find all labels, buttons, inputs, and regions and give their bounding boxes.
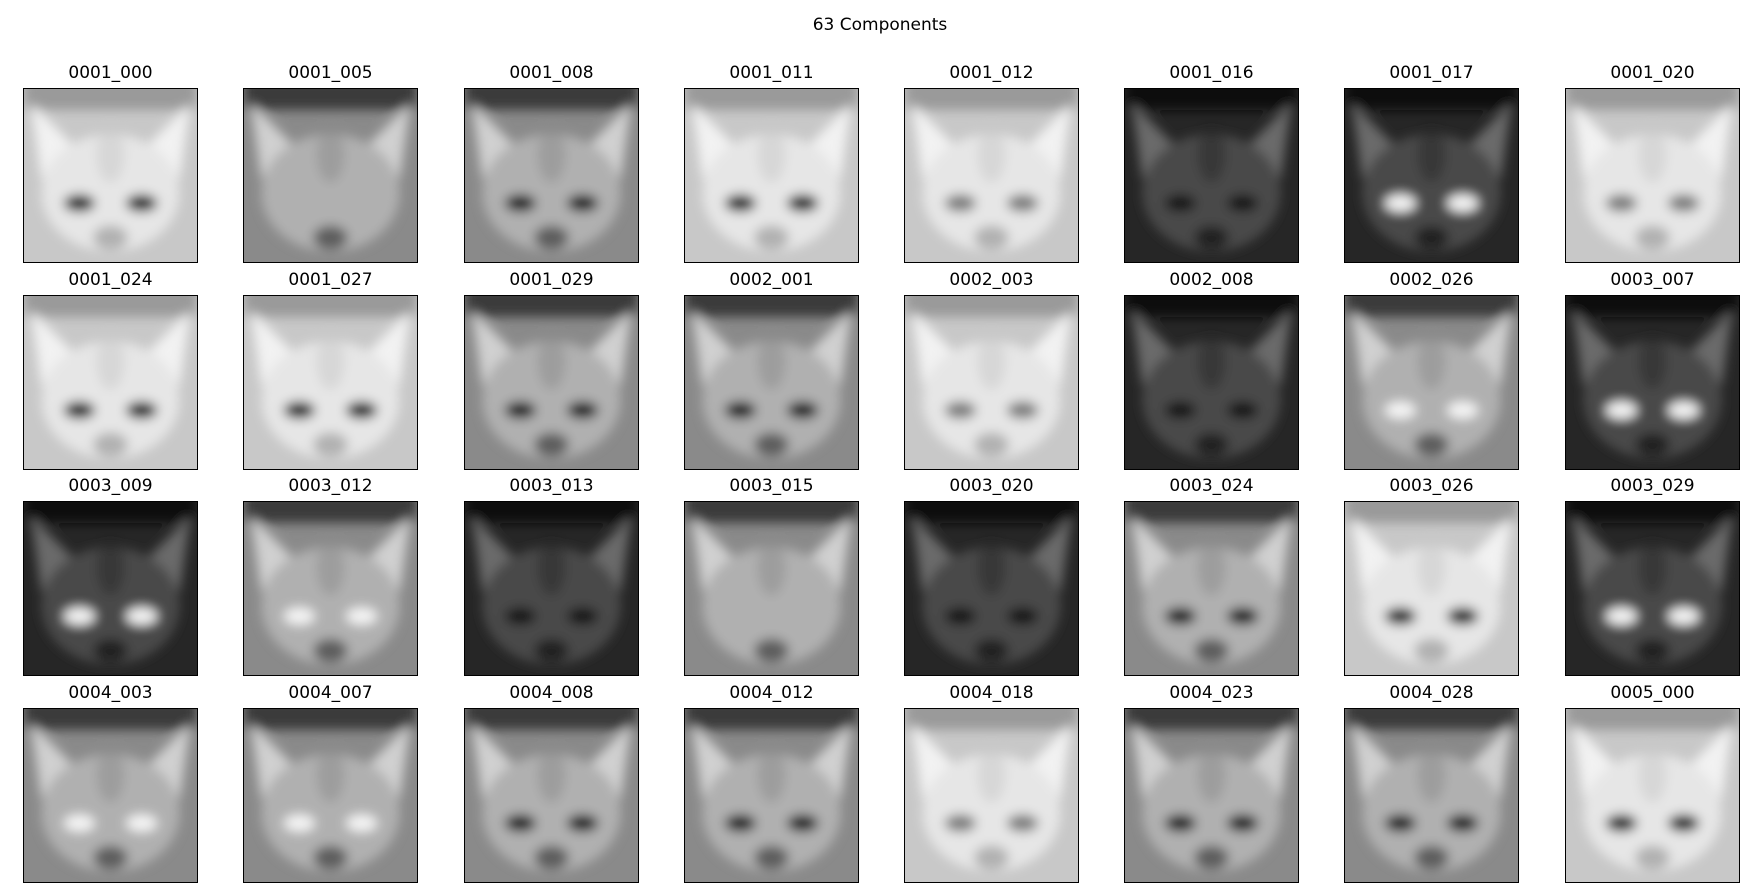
component-image [243,88,418,263]
component-image [1565,88,1740,263]
component-label: 0004_007 [288,683,373,703]
component-image [1565,295,1740,470]
component-label: 0002_008 [1169,270,1254,290]
component-label: 0001_017 [1389,63,1474,83]
cat-face-image [685,709,858,882]
component-image [1344,88,1519,263]
component-label: 0001_011 [729,63,814,83]
component-image [1124,501,1299,676]
component-image [464,88,639,263]
component-label: 0001_008 [509,63,594,83]
cat-face-image [685,502,858,675]
cat-face-image [1125,502,1298,675]
component-image [904,501,1079,676]
cat-face-image [24,296,197,469]
component-label: 0001_000 [68,63,153,83]
component-image [1124,295,1299,470]
component-image [243,295,418,470]
component-image [684,501,859,676]
component-label: 0003_012 [288,476,373,496]
cat-face-image [1125,89,1298,262]
component-label: 0003_007 [1610,270,1695,290]
figure-title: 63 Components [812,15,948,35]
cat-face-image [905,89,1078,262]
component-label: 0004_028 [1389,683,1474,703]
component-image [243,708,418,883]
component-image [904,295,1079,470]
cat-face-image [244,296,417,469]
component-label: 0001_005 [288,63,373,83]
component-label: 0003_024 [1169,476,1254,496]
cat-face-image [465,502,638,675]
component-image [1124,708,1299,883]
component-label: 0004_018 [949,683,1034,703]
cat-face-image [905,296,1078,469]
component-image [1565,708,1740,883]
component-image [1344,708,1519,883]
component-label: 0003_020 [949,476,1034,496]
component-image [464,295,639,470]
cat-face-image [1345,502,1518,675]
component-image [23,501,198,676]
component-label: 0003_029 [1610,476,1695,496]
cat-face-image [1345,89,1518,262]
component-label: 0004_008 [509,683,594,703]
cat-face-image [1566,709,1739,882]
cat-face-image [465,709,638,882]
cat-face-image [24,502,197,675]
component-image [684,88,859,263]
component-label: 0001_020 [1610,63,1695,83]
cat-face-image [24,709,197,882]
component-label: 0003_009 [68,476,153,496]
component-label: 0001_012 [949,63,1034,83]
component-image [1124,88,1299,263]
component-image [464,501,639,676]
cat-face-image [244,89,417,262]
cat-face-image [244,502,417,675]
cat-face-image [1345,296,1518,469]
component-label: 0004_012 [729,683,814,703]
component-label: 0004_023 [1169,683,1254,703]
component-label: 0002_001 [729,270,814,290]
component-label: 0005_000 [1610,683,1695,703]
cat-face-image [244,709,417,882]
cat-face-image [1345,709,1518,882]
component-label: 0003_026 [1389,476,1474,496]
cat-face-image [465,89,638,262]
cat-face-image [685,296,858,469]
component-image [23,88,198,263]
component-label: 0001_024 [68,270,153,290]
cat-face-image [1566,296,1739,469]
component-label: 0004_003 [68,683,153,703]
cat-face-image [1566,89,1739,262]
component-label: 0002_026 [1389,270,1474,290]
cat-face-image [685,89,858,262]
component-image [904,88,1079,263]
component-image [684,295,859,470]
component-image [23,708,198,883]
cat-face-image [905,709,1078,882]
cat-face-image [1125,296,1298,469]
component-label: 0002_003 [949,270,1034,290]
component-label: 0003_013 [509,476,594,496]
component-image [1565,501,1740,676]
component-label: 0003_015 [729,476,814,496]
component-image [23,295,198,470]
component-label: 0001_027 [288,270,373,290]
component-image [1344,501,1519,676]
component-image [684,708,859,883]
component-image [1344,295,1519,470]
component-image [243,501,418,676]
cat-face-image [905,502,1078,675]
cat-face-image [1566,502,1739,675]
component-label: 0001_029 [509,270,594,290]
component-image [464,708,639,883]
cat-face-image [24,89,197,262]
cat-face-image [465,296,638,469]
component-image [904,708,1079,883]
cat-face-image [1125,709,1298,882]
component-label: 0001_016 [1169,63,1254,83]
